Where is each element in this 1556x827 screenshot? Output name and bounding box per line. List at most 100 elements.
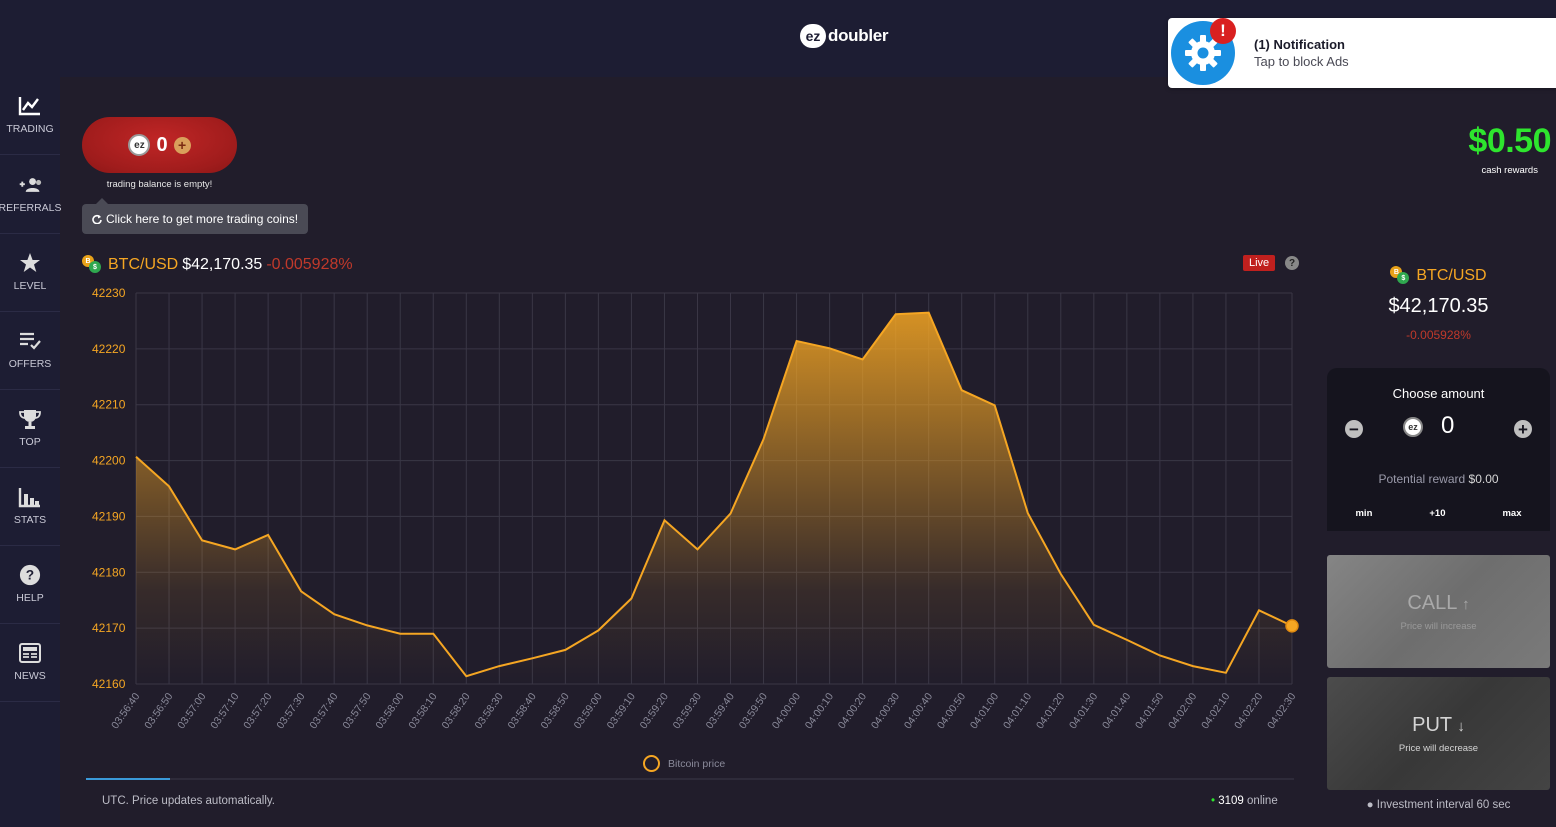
sidebar-item-label: TRADING	[6, 123, 54, 135]
btc-coins-icon: B $	[82, 255, 104, 275]
logo-text: doubler	[828, 26, 889, 45]
x-tick-label: 04:00:00	[770, 691, 803, 731]
call-sub: Price will increase	[1400, 620, 1477, 632]
x-tick-label: 03:58:10	[406, 691, 439, 731]
x-tick-label: 04:00:10	[803, 691, 836, 731]
clock-icon: ●	[1366, 799, 1374, 811]
plus-ten-button[interactable]: +10	[1429, 508, 1446, 519]
sidebar-item-top[interactable]: TOP	[0, 389, 60, 468]
amount-selector: Choose amount − ez 0 + Potential reward …	[1327, 368, 1550, 531]
x-tick-label: 03:59:00	[572, 691, 605, 731]
x-tick-label: 03:57:20	[241, 691, 274, 731]
ez-coin-icon: ez	[128, 134, 151, 156]
sidebar: TRADING REFERRALS LEVEL OFFERS TOP STATS…	[0, 0, 62, 827]
pair-change: -0.005928%	[266, 256, 353, 273]
x-tick-label: 03:59:40	[704, 691, 737, 731]
y-tick-label: 42220	[92, 342, 126, 356]
x-tick-label: 04:01:40	[1100, 691, 1133, 731]
potential-reward-label: Potential reward	[1378, 472, 1466, 486]
put-sub: Price will decrease	[1398, 742, 1479, 754]
trading-balance-pill[interactable]: ez 0 +	[82, 117, 237, 173]
trading-chart-icon	[18, 97, 40, 116]
x-tick-label: 04:00:20	[836, 691, 869, 731]
sidebar-item-label: HELP	[16, 592, 44, 604]
y-tick-label: 42210	[92, 398, 126, 412]
update-progress-bar	[86, 778, 1294, 780]
legend-label: Bitcoin price	[668, 757, 726, 770]
get-more-coins-label: Click here to get more trading coins!	[106, 212, 299, 226]
alert-badge-icon: !	[1210, 18, 1236, 44]
price-area	[136, 312, 1292, 684]
online-count: • 3109 online	[1211, 795, 1278, 807]
help-icon[interactable]: ?	[1285, 256, 1299, 270]
gear-icon	[1171, 21, 1235, 85]
notification-popup[interactable]: ! (1) Notification Tap to block Ads	[1168, 18, 1556, 88]
notification-subtitle: Tap to block Ads	[1254, 54, 1349, 69]
max-amount-button[interactable]: max	[1502, 508, 1522, 519]
y-tick-label: 42170	[92, 621, 126, 635]
x-tick-label: 03:57:10	[208, 691, 241, 731]
price-line	[135, 311, 1293, 678]
call-button[interactable]: CALL ↑ Price will increase	[1327, 555, 1550, 668]
sidebar-item-label: REFERRALS	[0, 202, 62, 214]
amount-title: Choose amount	[1392, 386, 1485, 401]
x-tick-label: 03:58:50	[539, 691, 572, 731]
decrease-amount-button[interactable]: −	[1345, 420, 1363, 438]
price-chart: 42230 42220 42210 42200 42190 42180 42170 42160…	[92, 286, 1299, 731]
x-tick-label: 03:58:20	[439, 691, 472, 731]
put-button[interactable]: PUT ↓ Price will decrease	[1327, 677, 1550, 790]
sidebar-item-offers[interactable]: OFFERS	[0, 311, 60, 390]
btc-coins-icon: B $	[1390, 266, 1412, 286]
x-tick-label: 04:01:50	[1133, 691, 1166, 731]
min-amount-button[interactable]: min	[1355, 508, 1373, 519]
potential-reward: Potential reward $0.00	[1327, 472, 1550, 486]
sidebar-item-label: STATS	[13, 514, 47, 526]
sidebar-item-label: OFFERS	[8, 358, 52, 370]
get-more-coins-button[interactable]: Click here to get more trading coins!	[82, 198, 309, 234]
sidebar-item-referrals[interactable]: REFERRALS	[0, 155, 62, 234]
x-tick-label: 03:59:50	[737, 691, 770, 731]
pair-name: BTC/USD	[108, 256, 179, 273]
x-tick-label: 04:02:30	[1265, 691, 1298, 731]
x-tick-label: 04:01:30	[1067, 691, 1100, 731]
x-tick-label: 03:59:30	[671, 691, 704, 731]
sidebar-item-help[interactable]: ? HELP	[0, 545, 60, 624]
x-tick-label: 03:56:40	[109, 691, 142, 731]
cash-rewards: $0.50 cash rewards	[1468, 122, 1551, 176]
sidebar-item-stats[interactable]: STATS	[0, 467, 60, 546]
sidebar-item-level[interactable]: LEVEL	[0, 233, 60, 312]
y-tick-label: 42180	[92, 565, 126, 579]
sidebar-item-label: TOP	[19, 436, 41, 448]
side-pair-price: $42,170.35	[1388, 295, 1489, 317]
list-check-icon	[20, 332, 41, 350]
add-coins-icon[interactable]: +	[173, 136, 191, 154]
x-tick-label: 03:57:30	[274, 691, 307, 731]
investment-interval: ● Investment interval 60 sec	[1327, 799, 1550, 811]
sidebar-item-news[interactable]: NEWS	[0, 623, 60, 702]
x-tick-label: 03:57:00	[175, 691, 208, 731]
ez-coin-icon: ez	[1403, 417, 1423, 437]
utc-note: UTC. Price updates automatically.	[102, 795, 275, 807]
y-tick-label: 42190	[92, 509, 126, 523]
pair-header: B $ BTC/USD $42,170.35 -0.005928%	[82, 255, 353, 275]
amount-value[interactable]: 0	[1441, 412, 1455, 439]
call-label: CALL ↑	[1407, 591, 1470, 614]
trading-coins-count: 0	[156, 133, 168, 156]
y-tick-label: 42200	[92, 454, 126, 468]
x-tick-label: 04:02:20	[1232, 691, 1265, 731]
investment-interval-label: Investment interval 60 sec	[1376, 799, 1511, 811]
legend-marker-icon	[643, 755, 660, 772]
sidebar-item-label: LEVEL	[13, 280, 47, 292]
logo[interactable]: ez doubler	[800, 24, 889, 48]
x-tick-label: 04:00:50	[935, 691, 968, 731]
increase-amount-button[interactable]: +	[1514, 420, 1532, 438]
x-tick-label: 04:02:10	[1199, 691, 1232, 731]
refresh-icon	[92, 214, 102, 224]
online-number: 3109	[1218, 795, 1244, 807]
x-tick-label: 03:58:30	[472, 691, 505, 731]
sidebar-item-trading[interactable]: TRADING	[0, 76, 60, 155]
x-tick-label: 03:57:40	[307, 691, 340, 731]
x-tick-label: 04:00:30	[869, 691, 902, 731]
x-tick-label: 04:01:00	[968, 691, 1001, 731]
x-tick-label: 04:00:40	[902, 691, 935, 731]
